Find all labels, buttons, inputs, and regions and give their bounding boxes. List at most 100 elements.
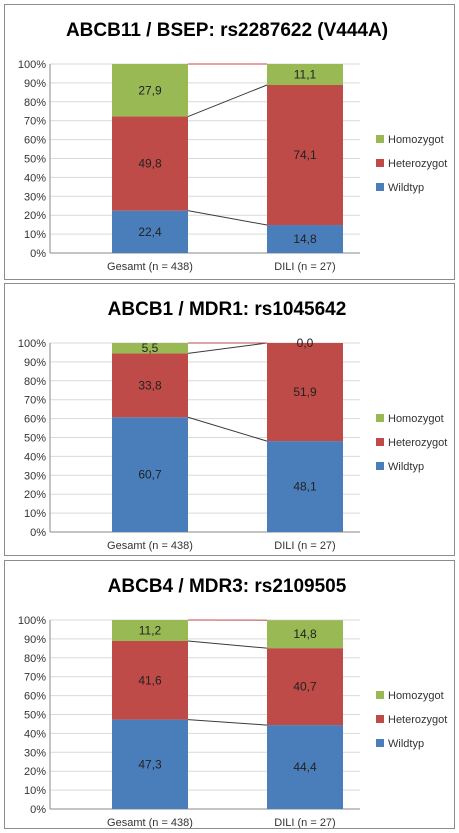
bar-heterozygot-1 [112,353,188,418]
y-tick-label: 0% [30,527,46,539]
bar-homozygot-1 [112,620,188,641]
y-tick-label: 90% [24,634,46,646]
chart-panel-3: ABCB4 / MDR3: rs2109505 0% 10% 20% 30% 40% 50%… [4,560,455,829]
legend-swatch-homozygot [376,135,384,143]
chart-panel-2: ABCB1 / MDR1: rs1045642 0% 10% 20% 30% 40% 50%… [4,283,455,556]
data-label: 47,3 [138,757,162,771]
bar-wildtyp-2 [267,225,343,253]
legend-label: Wildtyp [388,738,424,750]
y-tick-label: 70% [24,116,46,128]
y-tick-label: 20% [24,766,46,778]
y-tick-label: 100% [18,338,46,350]
series-line [187,84,268,118]
y-tick-label: 80% [24,97,46,109]
y-tick-label: 30% [24,191,46,203]
y-tick-label: 60% [24,414,46,426]
bar-heterozygot-1 [112,116,188,211]
y-tick-label: 30% [24,747,46,759]
legend-swatch-heterozygot [376,159,384,167]
data-label: 74,1 [293,148,317,162]
x-category-label: DILI (n = 27) [274,817,335,828]
legend-label: Heterozygot [388,158,447,170]
legend-label: Heterozygot [388,437,447,449]
data-label: 60,7 [138,468,162,482]
y-tick-label: 60% [24,691,46,703]
bar-heterozygot-1 [112,640,188,720]
bar-wildtyp-2 [267,725,343,809]
legend-label: Wildtyp [388,461,424,473]
chart-svg-1: ABCB11 / BSEP: rs2287622 (V444A) 0% 10% 20%… [18,20,447,273]
y-tick-label: 100% [18,615,46,627]
chart-title: ABCB11 / BSEP: rs2287622 (V444A) [66,20,388,41]
data-label: 40,7 [293,680,317,694]
legend-label: Homozygot [388,134,444,146]
legend-swatch-homozygot [376,414,384,422]
data-label: 14,8 [293,232,317,246]
y-tick-label: 50% [24,433,46,445]
series-line [187,640,268,649]
y-tick-label: 100% [18,59,46,71]
chart-svg-2: ABCB1 / MDR1: rs1045642 0% 10% 20% 30% 40% 50%… [18,299,447,552]
chart-svg-3: ABCB4 / MDR3: rs2109505 0% 10% 20% 30% 40% 50%… [18,576,447,828]
legend-label: Homozygot [388,690,444,702]
x-category-label: DILI (n = 27) [274,261,335,273]
bar-homozygot-1 [112,64,188,117]
legend-label: Heterozygot [388,714,447,726]
data-label: 51,9 [293,385,317,399]
legend-label: Homozygot [388,413,444,425]
bar-heterozygot-2 [267,84,343,226]
bar-heterozygot-2 [267,343,343,442]
y-tick-label: 60% [24,135,46,147]
legend-swatch-heterozygot [376,715,384,723]
data-label: 0,0 [297,336,314,350]
y-tick-label: 70% [24,395,46,407]
y-tick-label: 80% [24,653,46,665]
data-label: 27,9 [138,83,162,97]
y-tick-label: 40% [24,172,46,184]
data-label: 41,6 [138,673,162,687]
y-tick-label: 90% [24,78,46,90]
data-label: 48,1 [293,480,317,494]
data-label: 11,2 [139,623,162,637]
y-tick-label: 0% [30,804,46,816]
data-label: 14,8 [293,627,317,641]
y-tick-label: 50% [24,710,46,722]
data-label: 22,4 [138,225,162,239]
bar-homozygot-2 [267,620,343,649]
chart-title: ABCB4 / MDR3: rs2109505 [108,576,347,597]
data-label: 11,1 [294,67,317,81]
y-tick-label: 40% [24,451,46,463]
y-tick-label: 20% [24,210,46,222]
x-category-label: Gesamt (n = 438) [107,261,193,273]
legend-swatch-wildtyp [376,183,384,191]
y-tick-label: 80% [24,376,46,388]
chart-title: ABCB1 / MDR1: rs1045642 [108,299,347,320]
bar-wildtyp-1 [112,719,188,809]
series-line [187,416,268,442]
y-tick-label: 0% [30,248,46,260]
series-line [187,719,268,726]
series-line [187,342,268,354]
bar-heterozygot-2 [267,648,343,726]
data-label: 44,4 [293,760,317,774]
x-category-label: Gesamt (n = 438) [107,817,193,828]
y-tick-label: 50% [24,154,46,166]
y-tick-label: 70% [24,672,46,684]
bar-wildtyp-2 [267,441,343,532]
bar-homozygot-2 [267,64,343,85]
y-tick-label: 90% [24,357,46,369]
y-tick-label: 40% [24,728,46,740]
y-tick-label: 10% [24,785,46,797]
y-tick-label: 10% [24,508,46,520]
x-category-label: DILI (n = 27) [274,540,335,552]
bar-wildtyp-1 [112,417,188,532]
legend-swatch-wildtyp [376,462,384,470]
series-line [187,210,268,226]
y-tick-label: 30% [24,470,46,482]
legend-label: Wildtyp [388,182,424,194]
x-category-label: Gesamt (n = 438) [107,540,193,552]
bar-wildtyp-1 [112,210,188,253]
legend-swatch-homozygot [376,691,384,699]
legend-swatch-heterozygot [376,438,384,446]
